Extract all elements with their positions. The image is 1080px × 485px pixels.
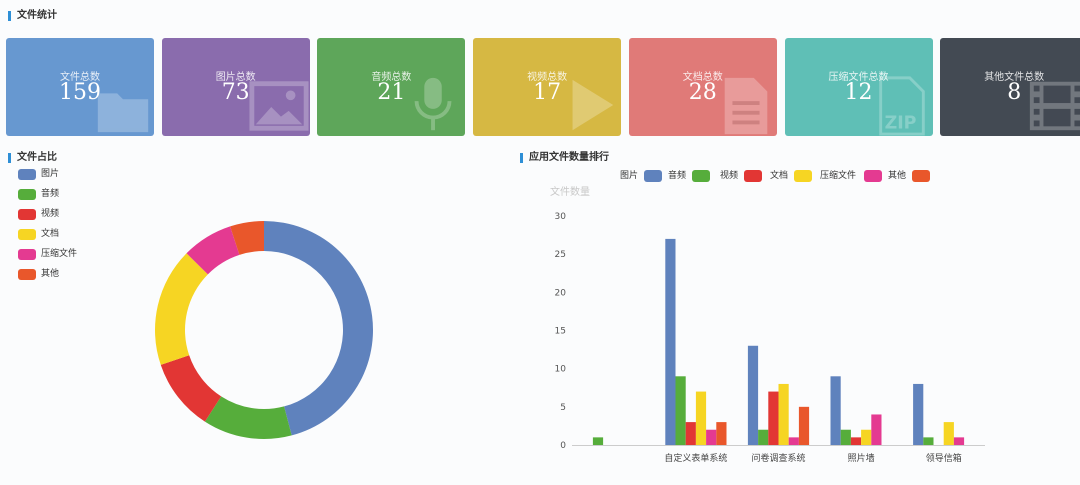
y-tick-label: 0 xyxy=(560,441,566,451)
bar[interactable] xyxy=(923,437,934,445)
x-tick-label: 照片墙 xyxy=(848,452,875,464)
stat-card-label: 文件总数 xyxy=(60,72,100,83)
bar[interactable] xyxy=(788,437,799,445)
bar-legend-swatch xyxy=(744,170,762,182)
bar[interactable] xyxy=(798,406,810,445)
pie-legend-swatch xyxy=(18,229,36,240)
bar-legend-swatch xyxy=(692,170,710,182)
pie-legend-label: 其他 xyxy=(41,269,60,279)
bar[interactable] xyxy=(778,383,789,445)
pie-legend-swatch xyxy=(18,189,36,200)
stat-card: 图片总数 73 xyxy=(161,38,310,136)
x-tick-label: 自定义表单系统 xyxy=(664,452,727,464)
stat-card: ZIP 压缩文件总数 12 xyxy=(784,38,933,136)
y-tick-label: 15 xyxy=(555,327,566,337)
image-icon xyxy=(249,81,309,131)
bar[interactable] xyxy=(953,437,965,445)
stat-card-label: 其他文件总数 xyxy=(984,72,1045,83)
stat-card-value: 17 xyxy=(533,80,562,105)
stat-card-value: 73 xyxy=(221,80,250,105)
stat-card-label: 图片总数 xyxy=(215,72,256,83)
y-axis-label: 文件数量 xyxy=(550,185,590,198)
donut-slice[interactable] xyxy=(155,253,208,365)
pie-legend-label: 视频 xyxy=(41,209,60,219)
y-tick-label: 10 xyxy=(555,365,567,375)
bar[interactable] xyxy=(830,376,841,445)
stat-card-value: 12 xyxy=(844,80,873,105)
stat-card-value: 159 xyxy=(59,80,101,105)
bar[interactable] xyxy=(747,345,759,445)
stat-card-value: 28 xyxy=(688,80,717,105)
stat-card: 视频总数 17 xyxy=(473,38,622,136)
pie-legend-swatch xyxy=(18,269,36,280)
donut-slice[interactable] xyxy=(204,396,292,439)
document-icon xyxy=(724,77,768,135)
bar[interactable] xyxy=(871,414,882,445)
film-icon xyxy=(1030,81,1080,131)
bar[interactable] xyxy=(861,429,872,445)
bar[interactable] xyxy=(716,422,727,445)
x-tick-label: 问卷调查系统 xyxy=(751,452,805,464)
pie-legend-swatch xyxy=(18,249,36,260)
bar-legend-swatch xyxy=(912,170,930,182)
y-tick-label: 5 xyxy=(560,403,566,413)
y-tick-label: 25 xyxy=(555,250,566,260)
pie-legend-swatch xyxy=(18,209,36,220)
donut-slice[interactable] xyxy=(230,221,264,255)
stat-card: 其他文件总数 8 xyxy=(940,38,1080,136)
pie-legend-label: 压缩文件 xyxy=(41,249,78,259)
bar[interactable] xyxy=(706,429,717,445)
pie-section-title: 文件占比 xyxy=(8,152,57,164)
bar[interactable] xyxy=(943,422,954,445)
donut-slice[interactable] xyxy=(186,226,240,275)
bar-legend-swatch xyxy=(794,170,812,182)
bar[interactable] xyxy=(768,391,779,445)
pie-legend-label: 图片 xyxy=(41,169,60,179)
donut-chart xyxy=(155,221,373,439)
bar[interactable] xyxy=(913,383,924,445)
bar-legend-label: 文档 xyxy=(770,171,789,181)
bar[interactable] xyxy=(685,422,696,445)
x-tick-label: 领导信箱 xyxy=(926,452,962,464)
bar[interactable] xyxy=(850,437,862,445)
stat-card-label: 压缩文件总数 xyxy=(828,72,889,83)
stats-section-title: 文件统计 xyxy=(8,10,57,22)
stat-card-value: 8 xyxy=(1007,80,1022,105)
stat-card-label: 音频总数 xyxy=(371,72,412,83)
stat-card: 音频总数 21 xyxy=(317,38,466,136)
bar-chart: 文件数量 0 5 10 15 20 25 30 自定义表单系统 问卷调查系统 照片墙 领导信箱 xyxy=(550,185,985,464)
bar[interactable] xyxy=(592,437,604,445)
bar-section-title: 应用文件数量排行 xyxy=(520,152,609,164)
bar-legend-swatch xyxy=(864,170,882,182)
microphone-icon xyxy=(415,77,452,131)
bar[interactable] xyxy=(840,429,851,445)
donut-slice[interactable] xyxy=(264,221,373,436)
stat-card-label: 文档总数 xyxy=(682,72,723,83)
bar-legend-swatch xyxy=(644,170,662,182)
bar[interactable] xyxy=(695,391,707,445)
bar-legend-label: 压缩文件 xyxy=(820,171,857,181)
stat-card: 文档总数 28 xyxy=(628,38,777,136)
y-tick-label: 20 xyxy=(555,288,567,298)
stat-card-label: 视频总数 xyxy=(527,72,568,83)
bar-legend-label: 视频 xyxy=(720,171,739,181)
folder-icon xyxy=(97,93,149,133)
stat-cards: 文件总数 159 图片总数 73 音频总数 21 视频总数 17 文档总数 28 ZIP 压缩文件总数… xyxy=(6,38,1080,136)
bar[interactable] xyxy=(675,376,686,445)
play-icon xyxy=(572,79,614,131)
y-tick-label: 30 xyxy=(555,212,567,222)
bar-legend-label: 其他 xyxy=(888,171,907,181)
pie-legend-swatch xyxy=(18,169,36,180)
stat-card: 文件总数 159 xyxy=(6,38,154,136)
bar[interactable] xyxy=(665,238,676,445)
stat-card-value: 21 xyxy=(377,80,406,105)
bar[interactable] xyxy=(758,429,769,445)
svg-text:ZIP: ZIP xyxy=(884,113,916,133)
pie-legend-label: 音频 xyxy=(41,189,60,199)
zip-file-icon: ZIP xyxy=(878,76,925,136)
donut-slice[interactable] xyxy=(160,355,222,422)
bar-legend-label: 音频 xyxy=(668,171,687,181)
bar-legend-label: 图片 xyxy=(620,171,639,181)
pie-legend-label: 文档 xyxy=(41,229,60,239)
